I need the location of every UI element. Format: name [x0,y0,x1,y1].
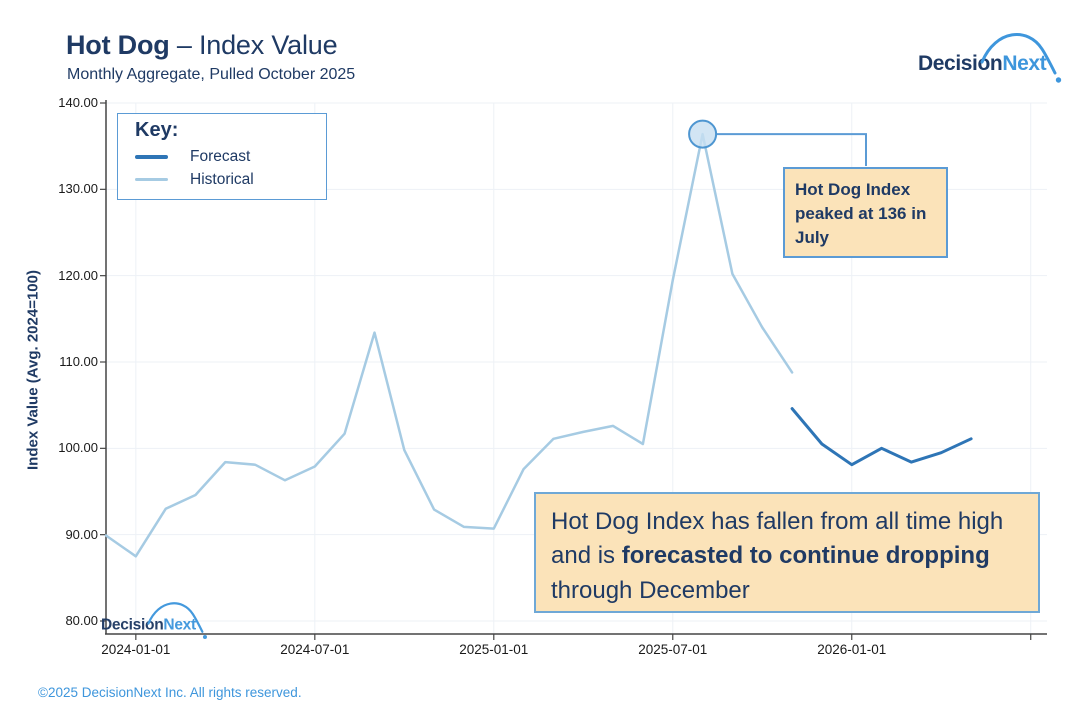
legend-title: Key: [135,119,179,141]
summary-annotation-box: Hot Dog Index has fallen from all time h… [534,492,1040,613]
peak-callout-connector [716,133,867,166]
page-title-metric: – Index Value [169,30,338,60]
brand-logo-text: DecisionNext [918,52,1047,75]
y-tick-label: 130.00 [58,181,98,197]
peak-annotation-box: Hot Dog Index peaked at 136 in July [783,167,948,258]
x-tick-label: 2024-01-01 [101,642,171,657]
x-tick-label: 2025-07-01 [638,642,708,657]
legend-label-forecast: Forecast [190,147,251,165]
copyright-text: ©2025 DecisionNext Inc. All rights reser… [38,685,302,700]
page-title-product: Hot Dog [66,30,170,60]
forecast-line-swatch [135,154,168,159]
legend: Key: Forecast Historical [117,113,327,200]
y-tick-label: 100.00 [58,440,98,456]
watermark-logo-text: DecisionNext [101,616,196,634]
y-tick-label: 140.00 [58,95,98,110]
y-tick-label: 120.00 [58,267,98,283]
historical-line-swatch [135,177,168,182]
y-tick-label: 80.00 [65,613,98,628]
summary-text-pre: Hot Dog Index has fallen from all time h… [551,508,1004,570]
summary-text-bold: forecasted to continue dropping [621,542,990,570]
y-tick-label: 90.00 [65,526,98,542]
historical-line [104,132,794,558]
watermark-arc-icon [147,602,207,639]
brand-logo: DecisionNext [918,26,1068,84]
forecast-line [790,407,973,467]
page-subtitle: Monthly Aggregate, Pulled October 2025 [67,66,356,83]
watermark-logo: DecisionNext [101,597,212,640]
brand-arc-icon [980,33,1062,83]
x-tick-label: 2024-07-01 [280,642,350,657]
y-tick-label: 110.00 [59,354,98,369]
x-tick-label: 2026-01-01 [817,642,887,657]
page-title: Hot Dog – Index Value [66,30,338,61]
legend-item-forecast: Forecast [135,145,326,168]
peak-marker [688,119,718,149]
x-tick-label: 2025-01-01 [459,642,529,657]
summary-text-post: through December [551,576,750,604]
legend-label-historical: Historical [190,170,254,188]
legend-item-historical: Historical [135,168,326,191]
